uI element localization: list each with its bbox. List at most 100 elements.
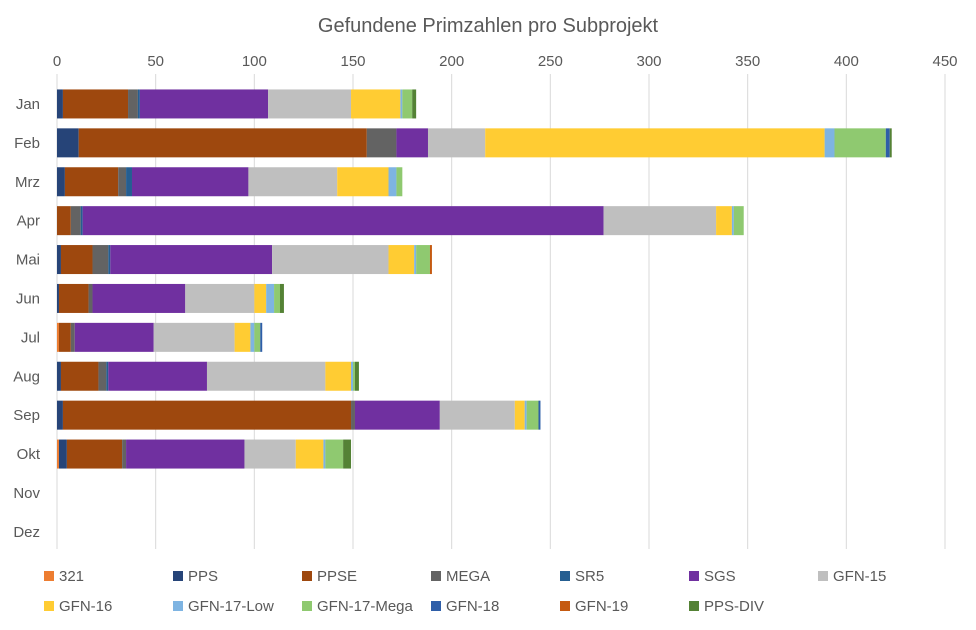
bar-segment-gfn-18	[538, 400, 541, 430]
legend-label: GFN-15	[833, 568, 886, 585]
legend-swatch	[689, 571, 699, 581]
x-tick-label: 350	[735, 53, 760, 70]
bar-segment-sgs	[396, 128, 428, 158]
legend-swatch	[560, 571, 570, 581]
legend-swatch	[173, 571, 183, 581]
bar-segment-gfn-18	[260, 322, 263, 352]
bar-segment-mega	[92, 245, 109, 275]
bar-segment-sgs	[82, 206, 604, 236]
bar-segment-pps-div	[343, 439, 352, 469]
legend-label: GFN-18	[446, 598, 499, 615]
y-category-label: Jan	[16, 96, 40, 113]
legend-swatch	[44, 571, 54, 581]
bar-segment-gfn-15	[244, 439, 296, 469]
bar-segment-gfn-16	[716, 206, 732, 236]
bar-segment-gfn-16	[325, 361, 352, 391]
legend-label: SR5	[575, 568, 604, 585]
legend-label: PPSE	[317, 568, 357, 585]
bar-segment-gfn-17-mega	[402, 89, 413, 119]
bar-segment-sgs	[131, 167, 249, 197]
bar-segment-gfn-15	[185, 283, 255, 313]
bar-segment-gfn-15	[206, 361, 326, 391]
legend-label: PPS-DIV	[704, 598, 764, 615]
y-category-label: Dez	[13, 524, 40, 541]
bar-segment-gfn-17-mega	[254, 322, 261, 352]
bar-segment-gfn-15	[272, 245, 389, 275]
bar-segment-sr5	[137, 89, 140, 119]
x-axis-ticks: 0 50 100 150 200 250 300 350 400 450	[53, 53, 958, 70]
legend-swatch	[44, 601, 54, 611]
bar-segment-pps	[57, 283, 59, 313]
y-axis-categories: Jan Feb Mrz Apr Mai Jun Jul Aug Sep Okt Nov Dez	[13, 96, 41, 541]
y-category-label: Nov	[13, 485, 40, 502]
bar-segment-gfn-15	[153, 322, 235, 352]
legend-swatch	[689, 601, 699, 611]
bar-segment-mega	[88, 283, 93, 313]
bar-segment-sgs	[354, 400, 440, 430]
bar-segment-gfn-17-mega	[274, 283, 280, 313]
x-tick-label: 250	[538, 53, 563, 70]
bar-segment-gfn-17-mega	[396, 167, 403, 197]
bar-segment-mega	[351, 400, 355, 430]
bar-segment-sr5	[126, 167, 132, 197]
bar-segment-mega	[118, 167, 127, 197]
bar-segment-gfn-18	[885, 128, 890, 158]
y-category-label: Feb	[14, 135, 40, 152]
bar-segment-gfn-17-mega	[733, 206, 744, 236]
bar-segment-gfn-17-low	[388, 167, 397, 197]
legend-label: GFN-17-Low	[188, 598, 274, 615]
y-category-label: Mrz	[15, 174, 40, 191]
legend-swatch	[818, 571, 828, 581]
legend-swatch	[302, 571, 312, 581]
bar-segment-gfn-16	[388, 245, 415, 275]
bar-segment-gfn-16	[485, 128, 825, 158]
x-tick-label: 200	[439, 53, 464, 70]
bar-segment-ppse	[64, 167, 119, 197]
legend: 321 PPS PPSE MEGA SR5 SGS GFN-15 GFN-16 GFN-17-L…	[44, 568, 886, 615]
bar-segment-321	[57, 439, 59, 469]
bar-segment-sr5	[108, 245, 111, 275]
bar-segment-mega	[128, 89, 138, 119]
bar-segment-sgs	[92, 283, 186, 313]
bar-segment-mega	[70, 322, 75, 352]
bar-segment-gfn-16	[254, 283, 267, 313]
bar-segment-gfn-17-low	[824, 128, 835, 158]
bar-segment-mega	[70, 206, 81, 236]
bar-segment-mega	[122, 439, 127, 469]
bar-segment-gfn-17-mega	[325, 439, 344, 469]
bar-segment-pps-div	[889, 128, 892, 158]
bar-segment-gfn-15	[268, 89, 352, 119]
bar-segment-gfn-15	[248, 167, 338, 197]
bar-segment-gfn-16	[234, 322, 251, 352]
bar-segment-sr5	[80, 206, 83, 236]
legend-swatch	[560, 601, 570, 611]
legend-label: GFN-16	[59, 598, 112, 615]
bar-segment-pps	[57, 400, 63, 430]
bar-segment-pps	[57, 245, 61, 275]
bar-segment-sgs	[126, 439, 245, 469]
bar-segment-sgs	[139, 89, 269, 119]
legend-swatch	[173, 601, 183, 611]
bar-segment-pps	[57, 128, 79, 158]
y-category-label: Jul	[21, 329, 40, 346]
chart-title: Gefundene Primzahlen pro Subprojekt	[318, 15, 659, 37]
y-category-label: Jun	[16, 290, 40, 307]
x-tick-label: 450	[932, 53, 957, 70]
bar-segment-gfn-17-mega	[416, 245, 430, 275]
bar-segment-sgs	[110, 245, 273, 275]
y-category-label: Apr	[17, 213, 40, 230]
bar-segment-ppse	[62, 89, 129, 119]
legend-label: GFN-17-Mega	[317, 598, 414, 615]
legend-swatch	[302, 601, 312, 611]
bar-segment-pps	[58, 439, 67, 469]
y-category-label: Mai	[16, 252, 40, 269]
bar-segment-gfn-17-low	[524, 400, 527, 430]
bar-segment-ppse	[62, 400, 352, 430]
bar-segment-gfn-19	[429, 245, 432, 275]
legend-label: PPS	[188, 568, 218, 585]
bar-segment-321	[57, 322, 59, 352]
bar-segment-gfn-17-low	[400, 89, 403, 119]
bar-segment-gfn-17-mega	[834, 128, 886, 158]
x-tick-label: 50	[147, 53, 164, 70]
